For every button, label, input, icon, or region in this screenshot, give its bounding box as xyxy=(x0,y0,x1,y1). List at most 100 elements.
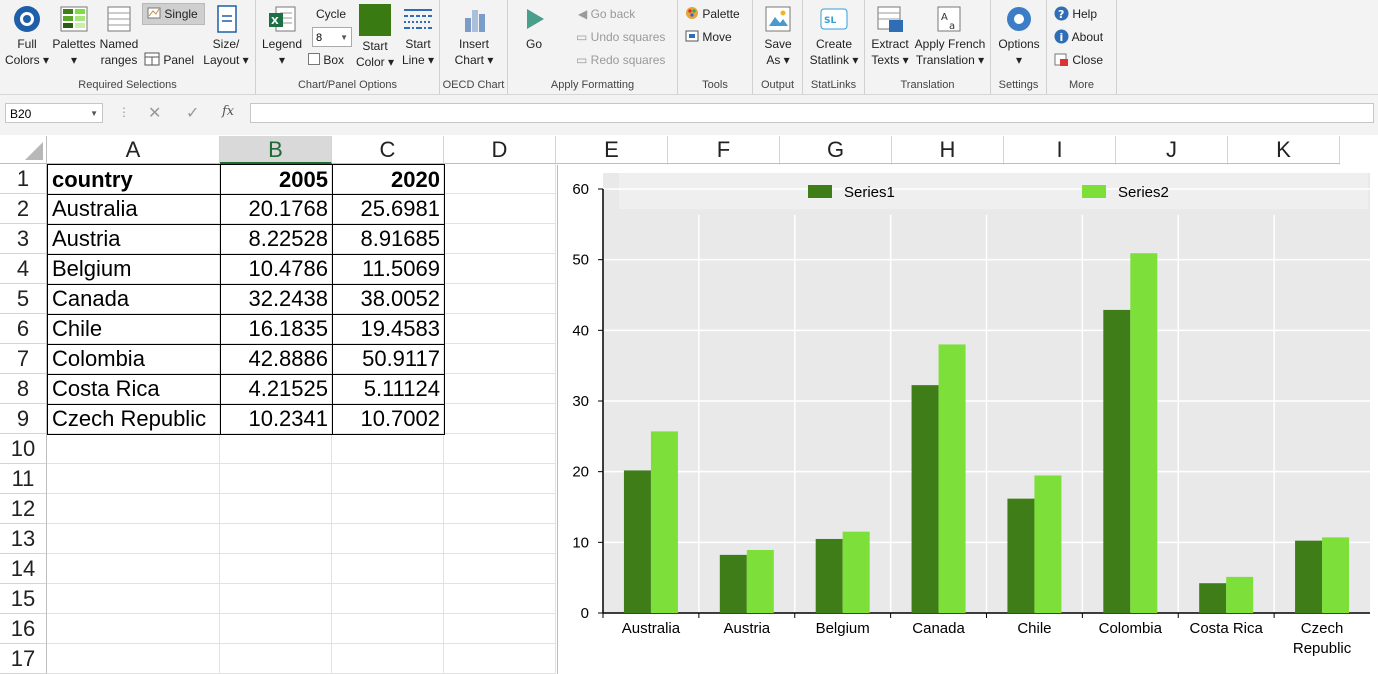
cell[interactable] xyxy=(47,254,220,284)
cell[interactable] xyxy=(444,194,556,224)
cell[interactable] xyxy=(47,554,220,584)
cell[interactable] xyxy=(47,644,220,674)
cell[interactable] xyxy=(220,374,332,404)
data-cell[interactable]: Colombia xyxy=(47,344,221,375)
cell[interactable] xyxy=(47,404,220,434)
cell[interactable] xyxy=(220,614,332,644)
data-cell[interactable]: Czech Republic xyxy=(47,404,221,435)
data-cell[interactable]: Chile xyxy=(47,314,221,345)
data-cell[interactable]: 8.22528 xyxy=(220,224,333,255)
cell[interactable] xyxy=(220,164,332,194)
column-header-g[interactable]: G xyxy=(780,136,892,164)
cell[interactable] xyxy=(332,464,444,494)
data-cell[interactable]: 11.5069 xyxy=(332,254,445,285)
cell[interactable] xyxy=(220,284,332,314)
data-cell[interactable]: 10.4786 xyxy=(220,254,333,285)
cell[interactable] xyxy=(220,554,332,584)
start-line-button[interactable]: Start Line ▾ xyxy=(398,4,438,68)
cell[interactable] xyxy=(332,254,444,284)
column-header-f[interactable]: F xyxy=(668,136,780,164)
header-cell[interactable]: country xyxy=(47,164,221,195)
cell[interactable] xyxy=(444,584,556,614)
data-cell[interactable]: 4.21525 xyxy=(220,374,333,405)
data-cell[interactable]: 19.4583 xyxy=(332,314,445,345)
undo-squares-button[interactable]: ▭ Undo squares xyxy=(576,29,665,45)
data-cell[interactable]: 10.2341 xyxy=(220,404,333,435)
row-header-6[interactable]: 6 xyxy=(0,314,47,344)
cell[interactable] xyxy=(444,404,556,434)
column-header-i[interactable]: I xyxy=(1004,136,1116,164)
start-color-button[interactable]: Start Color ▾ xyxy=(354,4,396,70)
cell[interactable] xyxy=(47,164,220,194)
data-cell[interactable]: 42.8886 xyxy=(220,344,333,375)
data-cell[interactable]: Canada xyxy=(47,284,221,315)
row-header-7[interactable]: 7 xyxy=(0,344,47,374)
save-as-button[interactable]: Save As ▾ xyxy=(757,4,799,68)
data-cell[interactable]: Belgium xyxy=(47,254,221,285)
cell[interactable] xyxy=(220,524,332,554)
palette-button[interactable]: Palette xyxy=(685,6,740,22)
row-header-13[interactable]: 13 xyxy=(0,524,47,554)
panel-button[interactable]: Panel xyxy=(144,52,194,68)
insert-function-icon[interactable]: fx xyxy=(222,104,235,119)
cell[interactable] xyxy=(220,224,332,254)
cell[interactable] xyxy=(220,644,332,674)
data-cell[interactable]: 38.0052 xyxy=(332,284,445,315)
cell[interactable] xyxy=(332,164,444,194)
name-box[interactable]: B20 ▼ xyxy=(5,103,103,123)
row-header-5[interactable]: 5 xyxy=(0,284,47,314)
cell[interactable] xyxy=(444,284,556,314)
cell[interactable] xyxy=(332,404,444,434)
cell[interactable] xyxy=(332,374,444,404)
cell[interactable] xyxy=(220,464,332,494)
cell[interactable] xyxy=(332,434,444,464)
cell[interactable] xyxy=(332,314,444,344)
cell[interactable] xyxy=(332,194,444,224)
cell[interactable] xyxy=(47,614,220,644)
insert-chart-button[interactable]: Insert Chart ▾ xyxy=(446,4,502,68)
go-back-button[interactable]: ◀ Go back xyxy=(578,6,635,22)
column-header-e[interactable]: E xyxy=(556,136,668,164)
cancel-icon[interactable]: ✕ xyxy=(148,105,162,122)
formula-input[interactable] xyxy=(250,103,1374,123)
column-header-h[interactable]: H xyxy=(892,136,1004,164)
cell[interactable] xyxy=(47,344,220,374)
cell[interactable] xyxy=(444,314,556,344)
go-button[interactable]: Go xyxy=(514,4,554,52)
cell[interactable] xyxy=(444,524,556,554)
cell[interactable] xyxy=(220,254,332,284)
cell[interactable] xyxy=(47,434,220,464)
redo-squares-button[interactable]: ▭ Redo squares xyxy=(576,52,665,68)
cycle-select[interactable]: 8 ▼ xyxy=(312,27,352,47)
cell[interactable] xyxy=(47,374,220,404)
cell[interactable] xyxy=(47,314,220,344)
data-cell[interactable]: Australia xyxy=(47,194,221,225)
cell[interactable] xyxy=(220,494,332,524)
row-header-3[interactable]: 3 xyxy=(0,224,47,254)
cell[interactable] xyxy=(47,584,220,614)
data-cell[interactable]: 8.91685 xyxy=(332,224,445,255)
cell[interactable] xyxy=(444,614,556,644)
row-header-1[interactable]: 1 xyxy=(0,164,47,194)
row-header-10[interactable]: 10 xyxy=(0,434,47,464)
cell[interactable] xyxy=(220,314,332,344)
cell[interactable] xyxy=(47,194,220,224)
cell[interactable] xyxy=(47,284,220,314)
row-header-15[interactable]: 15 xyxy=(0,584,47,614)
column-header-d[interactable]: D xyxy=(444,136,556,164)
row-header-4[interactable]: 4 xyxy=(0,254,47,284)
move-button[interactable]: Move xyxy=(685,29,732,45)
cell[interactable] xyxy=(220,584,332,614)
palettes-button[interactable]: Palettes ▾ xyxy=(52,4,96,68)
enter-check-icon[interactable]: ✓ xyxy=(186,105,200,122)
row-header-11[interactable]: 11 xyxy=(0,464,47,494)
cell[interactable] xyxy=(444,554,556,584)
column-header-j[interactable]: J xyxy=(1116,136,1228,164)
column-header-a[interactable]: A xyxy=(47,136,220,164)
about-button[interactable]: i About xyxy=(1054,29,1103,45)
row-header-9[interactable]: 9 xyxy=(0,404,47,434)
extract-texts-button[interactable]: Extract Texts ▾ xyxy=(869,4,911,68)
cell[interactable] xyxy=(47,524,220,554)
box-checkbox[interactable]: Box xyxy=(308,52,344,68)
cell[interactable] xyxy=(444,464,556,494)
